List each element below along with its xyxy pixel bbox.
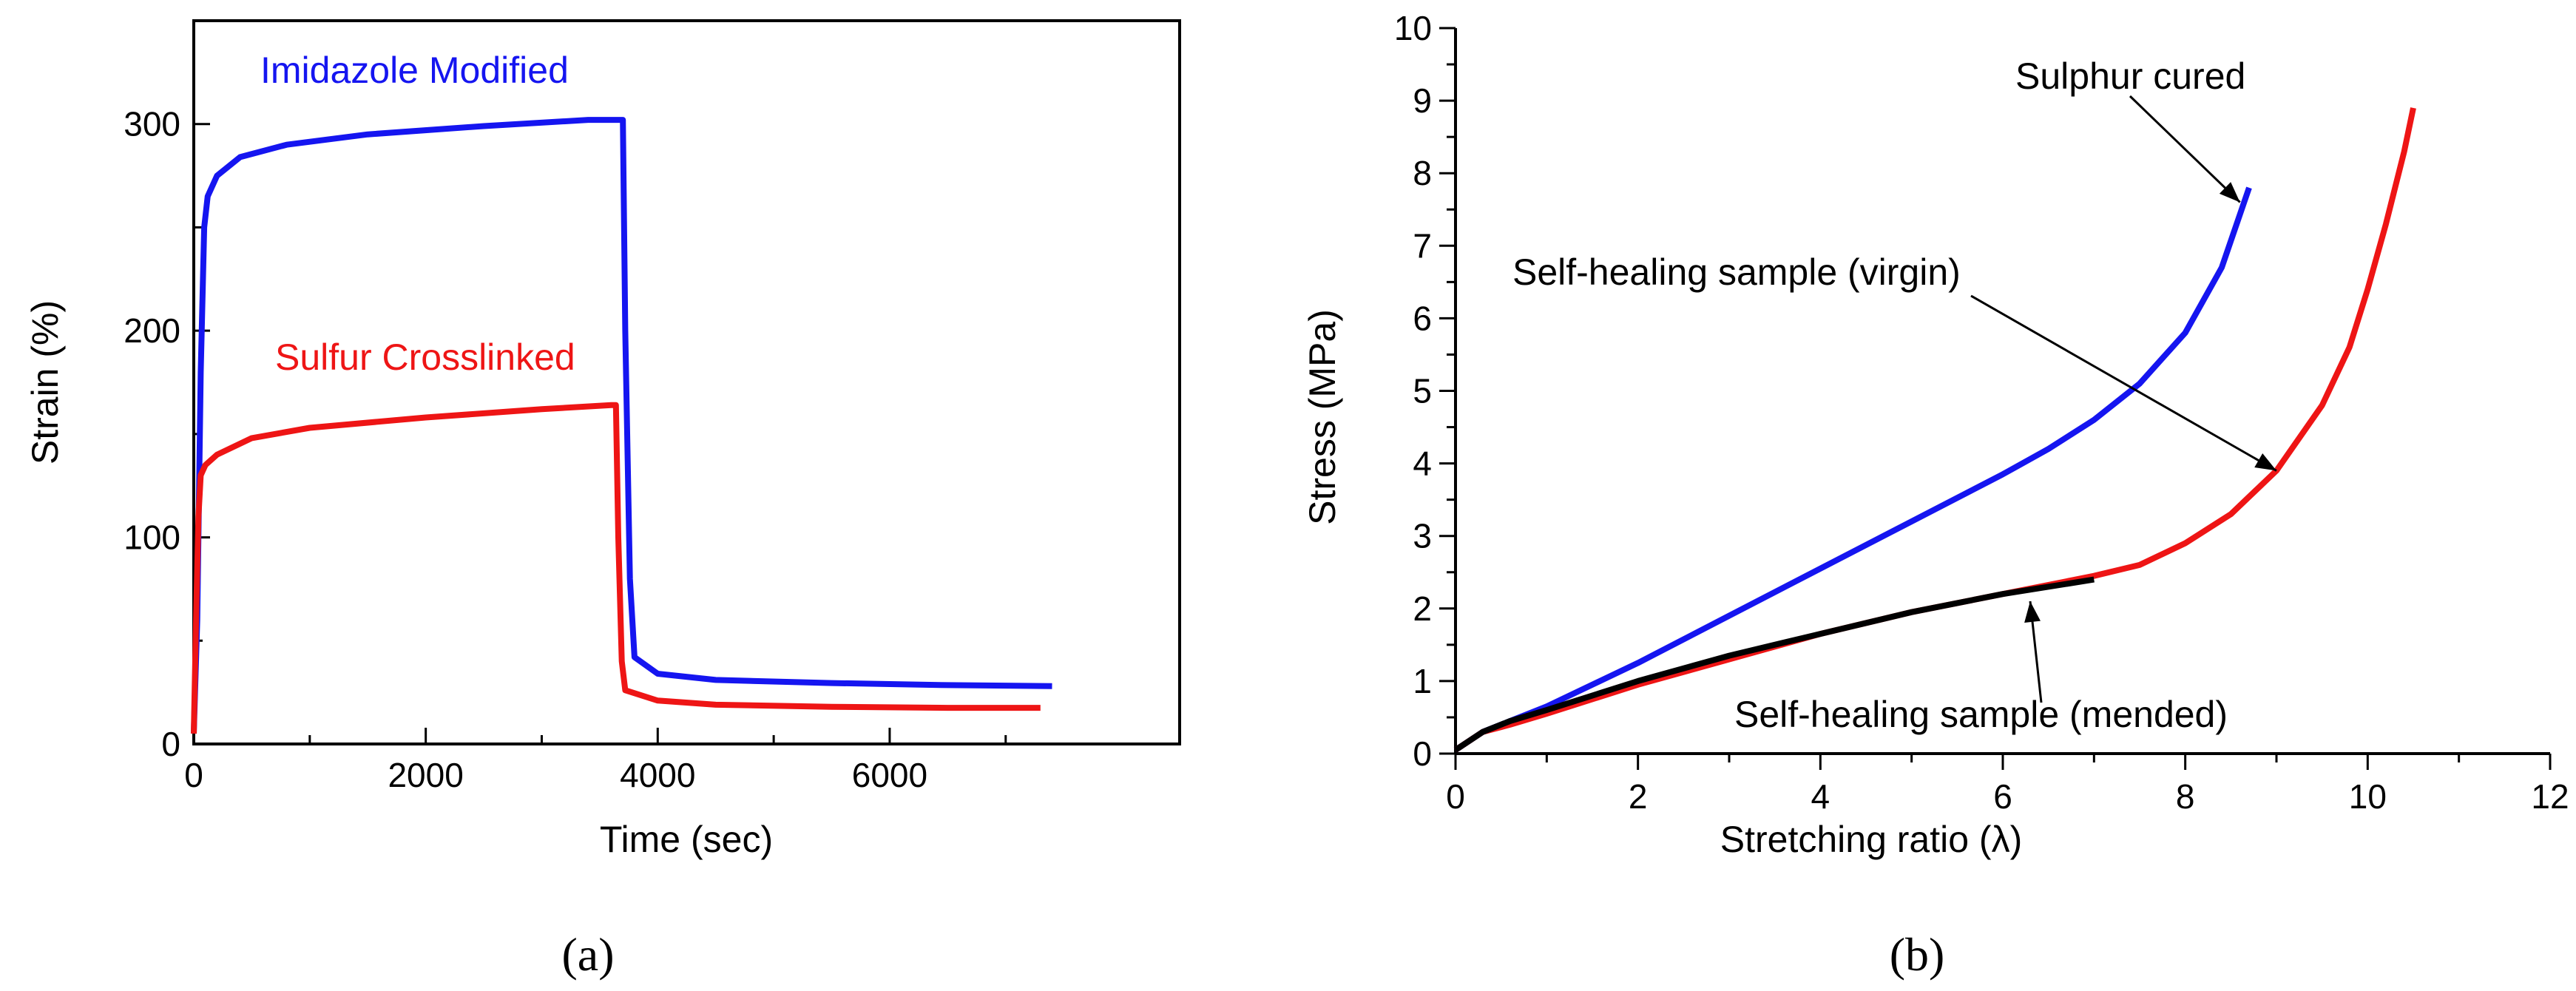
- y-tick-label-b: 4: [1413, 444, 1432, 483]
- x-tick-label-b: 8: [2176, 777, 2195, 816]
- x-tick-label-b: 10: [2349, 777, 2387, 816]
- series-line-a-1: [191, 402, 1041, 734]
- annotation-arrow-line: [2129, 95, 2241, 203]
- y-tick-label-a: 200: [124, 311, 180, 350]
- series-lines-b: [1453, 107, 2416, 753]
- annotation-arrows-b: [1970, 95, 2277, 703]
- series-label-imidazole-modified: Imidazole Modified: [260, 50, 569, 91]
- y-tick-label-a: 300: [124, 105, 180, 143]
- annotation-sulphur-cured: Sulphur cured: [2015, 55, 2245, 97]
- y-tick-label-a: 0: [161, 725, 180, 763]
- y-axis-label-a: Strain (%): [24, 300, 66, 464]
- y-tick-label-b: 10: [1394, 9, 1432, 47]
- y-tick-label-b: 8: [1413, 154, 1432, 192]
- series-line-b-2: [1453, 576, 2095, 753]
- x-tick-label-a: 0: [184, 756, 203, 794]
- plot-frame-a: [192, 19, 1181, 745]
- y-tick-label-b: 0: [1413, 734, 1432, 773]
- series-lines-a: [191, 117, 1052, 734]
- y-tick-label-b: 7: [1413, 226, 1432, 265]
- x-axis-label-a: Time (sec): [600, 819, 773, 860]
- annotation-arrow-head: [2254, 453, 2276, 471]
- y-tick-label-b: 2: [1413, 589, 1432, 628]
- series-line-b-1: [1453, 107, 2416, 753]
- annotation-arrow-head: [2219, 182, 2240, 203]
- y-axis-label-b: Stress (MPa): [1302, 309, 1343, 525]
- panel-label-b: (b): [1890, 928, 1945, 981]
- annotation-self-healing-mended: Self-healing sample (mended): [1734, 694, 2228, 735]
- chart-panel-a: 0 2000 4000 6000 0 100 200 300 Strain (%) Time …: [24, 19, 1181, 981]
- y-tick-label-b: 5: [1413, 372, 1432, 410]
- tick-labels-a: 0 2000 4000 6000 0 100 200 300: [124, 105, 927, 794]
- x-tick-label-b: 12: [2531, 777, 2569, 816]
- y-tick-label-b: 3: [1413, 517, 1432, 555]
- annotation-self-healing-virgin: Self-healing sample (virgin): [1512, 251, 1961, 293]
- y-tick-label-b: 9: [1413, 81, 1432, 120]
- x-tick-label-b: 0: [1446, 777, 1465, 816]
- panel-label-a: (a): [561, 928, 614, 981]
- x-tick-label-b: 2: [1629, 777, 1648, 816]
- axes-b: [1454, 28, 2550, 755]
- annotation-arrow-head: [2024, 601, 2041, 623]
- y-tick-label-b: 1: [1413, 662, 1432, 700]
- x-tick-label-a: 4000: [620, 756, 695, 794]
- y-tick-label-a: 100: [124, 518, 180, 557]
- tick-marks-b: [1439, 27, 2552, 770]
- x-tick-label-a: 2000: [388, 756, 463, 794]
- x-axis-label-b: Stretching ratio (λ): [1720, 819, 2022, 860]
- series-line-a-0: [191, 117, 1052, 734]
- x-tick-label-a: 6000: [852, 756, 927, 794]
- annotation-arrow-line: [1970, 294, 2277, 472]
- x-tick-label-b: 6: [1993, 777, 2012, 816]
- y-tick-label-b: 6: [1413, 299, 1432, 337]
- series-label-sulfur-crosslinked: Sulfur Crosslinked: [275, 336, 575, 378]
- tick-marks-a: [192, 123, 1007, 745]
- x-tick-label-b: 4: [1811, 777, 1830, 816]
